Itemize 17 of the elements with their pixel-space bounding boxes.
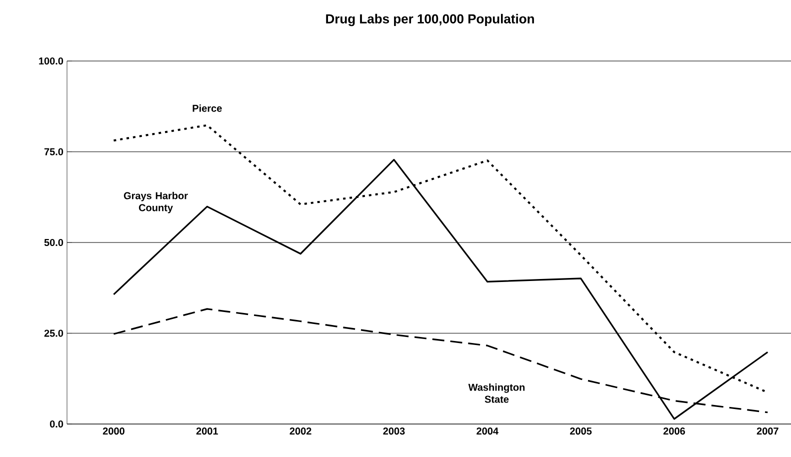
- x-tick-label: 2001: [196, 428, 218, 435]
- y-tick-label: 75.0: [44, 148, 64, 156]
- chart-title: Drug Labs per 100,000 Population: [326, 14, 534, 26]
- x-tick-label: 2005: [570, 428, 592, 435]
- x-tick-label: 2002: [290, 428, 312, 435]
- series-label: Pierce: [192, 104, 222, 112]
- x-tick-label: 2004: [476, 428, 498, 435]
- x-tick-label: 2007: [756, 428, 778, 435]
- text: Washington State: [468, 383, 525, 403]
- y-tick-label: 50.0: [44, 238, 64, 246]
- y-tick-label: 25.0: [44, 330, 64, 337]
- x-tick-label: 2006: [663, 428, 685, 435]
- y-tick-label: 100.0: [39, 57, 64, 65]
- series-label: Grays Harbor County: [124, 192, 188, 214]
- y-tick-label: 0.0: [50, 420, 64, 428]
- x-tick-label: 2003: [383, 428, 405, 435]
- x-tick-label: 2000: [102, 428, 124, 435]
